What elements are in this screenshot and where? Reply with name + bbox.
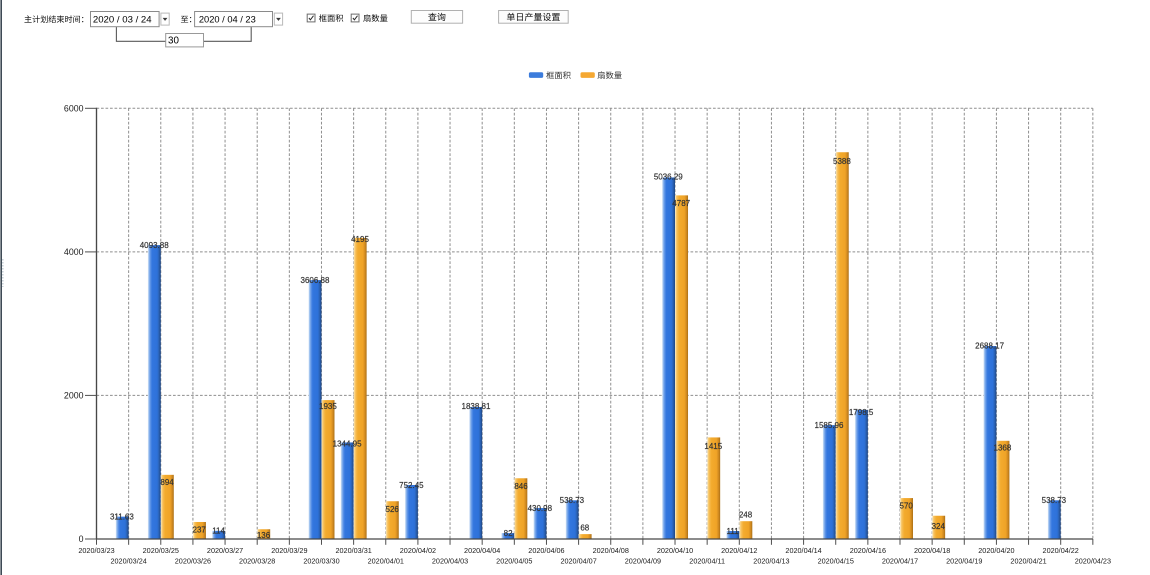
svg-text:136: 136 xyxy=(257,531,271,540)
svg-text:2020/04/14: 2020/04/14 xyxy=(785,546,821,555)
svg-text:2020/04/08: 2020/04/08 xyxy=(593,546,629,555)
svg-text:2020/04/03: 2020/04/03 xyxy=(432,556,468,565)
svg-text:2020/04/18: 2020/04/18 xyxy=(914,546,950,555)
svg-text:2020/03/24: 2020/03/24 xyxy=(110,556,146,565)
svg-text:2020/03/29: 2020/03/29 xyxy=(271,546,307,555)
svg-text:1368: 1368 xyxy=(994,443,1012,452)
svg-text:2020/03/25: 2020/03/25 xyxy=(143,546,179,555)
svg-text:311.63: 311.63 xyxy=(110,512,134,521)
svg-text:6000: 6000 xyxy=(64,103,84,113)
svg-text:2020/04/06: 2020/04/06 xyxy=(528,546,564,555)
svg-text:2020/04/10: 2020/04/10 xyxy=(657,546,693,555)
svg-text:3606.88: 3606.88 xyxy=(301,276,330,285)
svg-text:1838.81: 1838.81 xyxy=(462,402,491,411)
svg-text:2020/04/21: 2020/04/21 xyxy=(1010,556,1046,565)
svg-text:1344.95: 1344.95 xyxy=(333,439,362,448)
svg-text:5388: 5388 xyxy=(833,157,851,166)
svg-text:2020/04/13: 2020/04/13 xyxy=(753,556,789,565)
svg-text:68: 68 xyxy=(580,523,589,532)
svg-text:2020 / 03 / 24: 2020 / 03 / 24 xyxy=(93,15,152,26)
svg-text:538.73: 538.73 xyxy=(1042,496,1067,505)
svg-text:2020 / 04 / 23: 2020 / 04 / 23 xyxy=(199,15,256,25)
svg-text:2020/04/11: 2020/04/11 xyxy=(689,556,725,565)
svg-text:30: 30 xyxy=(168,36,179,47)
svg-text:2020/03/31: 2020/03/31 xyxy=(335,546,371,555)
svg-text:2020/03/30: 2020/03/30 xyxy=(303,556,339,565)
svg-text:2020/04/04: 2020/04/04 xyxy=(464,546,500,555)
svg-text:2688.17: 2688.17 xyxy=(975,342,1004,351)
svg-text:324: 324 xyxy=(932,522,946,531)
svg-text:5036.29: 5036.29 xyxy=(654,173,683,182)
svg-text:2020/04/17: 2020/04/17 xyxy=(882,556,918,565)
svg-text:752.45: 752.45 xyxy=(399,481,424,490)
svg-text:2020/04/23: 2020/04/23 xyxy=(1075,556,1111,565)
svg-text:538.73: 538.73 xyxy=(560,496,585,505)
svg-text:2020/04/01: 2020/04/01 xyxy=(368,556,404,565)
svg-text:248: 248 xyxy=(739,511,753,520)
svg-text:111: 111 xyxy=(727,527,740,536)
svg-text:82: 82 xyxy=(504,529,513,538)
svg-text:4195: 4195 xyxy=(351,235,369,244)
svg-text:2020/04/07: 2020/04/07 xyxy=(560,556,596,565)
svg-text:2020/03/23: 2020/03/23 xyxy=(78,546,114,555)
svg-text:114: 114 xyxy=(212,526,225,535)
svg-text:2020/04/09: 2020/04/09 xyxy=(625,556,661,565)
svg-text:2020/04/12: 2020/04/12 xyxy=(721,546,757,555)
svg-text:1415: 1415 xyxy=(704,442,722,451)
svg-text:0: 0 xyxy=(79,534,84,544)
svg-text:894: 894 xyxy=(160,478,174,487)
svg-text:430.98: 430.98 xyxy=(528,504,553,513)
svg-text:2020/04/22: 2020/04/22 xyxy=(1043,546,1079,555)
svg-text:4787: 4787 xyxy=(672,199,690,208)
svg-text:2020/03/26: 2020/03/26 xyxy=(175,556,211,565)
svg-text:2020/04/20: 2020/04/20 xyxy=(978,546,1014,555)
svg-text:2020/03/27: 2020/03/27 xyxy=(207,546,243,555)
svg-text:2020/04/16: 2020/04/16 xyxy=(850,546,886,555)
svg-text:846: 846 xyxy=(514,482,528,491)
svg-text:570: 570 xyxy=(900,502,914,511)
svg-text:526: 526 xyxy=(386,505,400,514)
svg-text:2020/04/15: 2020/04/15 xyxy=(818,556,854,565)
svg-text:1585.96: 1585.96 xyxy=(815,421,844,430)
svg-text:2000: 2000 xyxy=(64,391,84,401)
svg-text:237: 237 xyxy=(193,526,207,535)
svg-text:1798.5: 1798.5 xyxy=(849,408,874,417)
svg-text:2020/04/05: 2020/04/05 xyxy=(496,556,532,565)
svg-text:1935: 1935 xyxy=(319,402,337,411)
svg-text:2020/03/28: 2020/03/28 xyxy=(239,556,275,565)
svg-text:2020/04/19: 2020/04/19 xyxy=(946,556,982,565)
svg-text:4093.88: 4093.88 xyxy=(140,241,169,250)
svg-text:2020/04/02: 2020/04/02 xyxy=(400,546,436,555)
svg-text:4000: 4000 xyxy=(64,247,84,257)
